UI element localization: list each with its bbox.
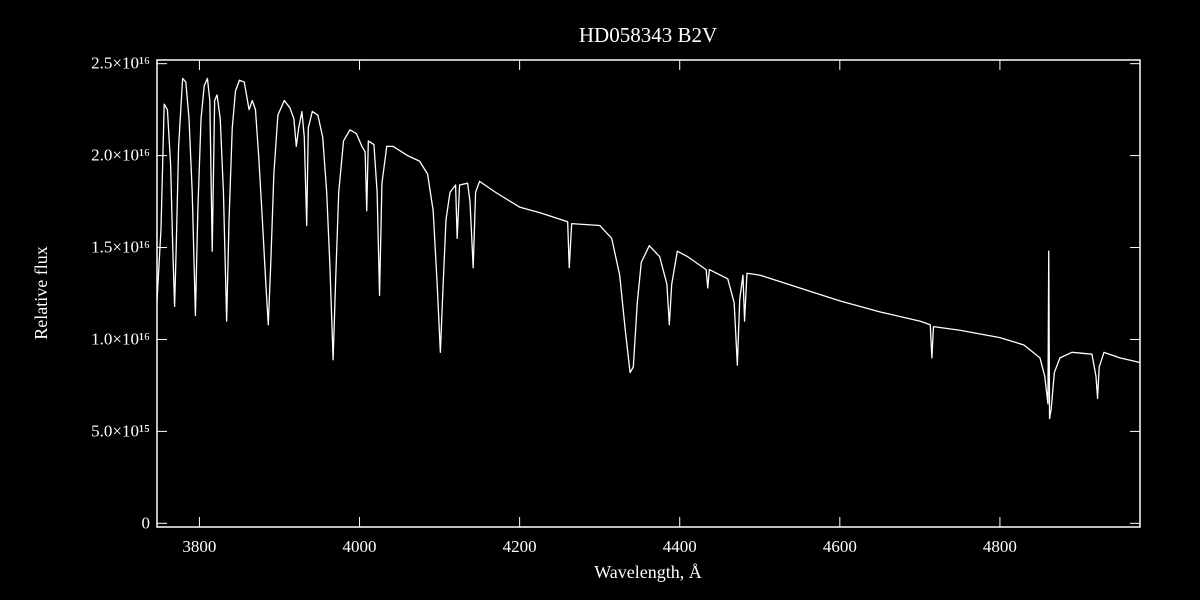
x-tick-label: 4000 xyxy=(343,537,377,556)
plot-frame xyxy=(156,59,1141,528)
y-tick-label: 1.5×10¹⁶ xyxy=(91,238,150,257)
chart-title: HD058343 B2V xyxy=(579,23,717,47)
x-tick-label: 4600 xyxy=(823,537,857,556)
x-tick-label: 4200 xyxy=(503,537,537,556)
x-tick-label: 3800 xyxy=(182,537,216,556)
x-tick-label: 4800 xyxy=(983,537,1017,556)
y-tick-label: 2.5×10¹⁶ xyxy=(91,54,150,73)
y-tick-label: 2.0×10¹⁶ xyxy=(91,146,150,165)
spectrum-line xyxy=(156,77,1141,420)
x-axis-label: Wavelength, Å xyxy=(594,562,702,582)
y-tick-label: 1.0×10¹⁶ xyxy=(91,329,150,348)
y-axis-label: Relative flux xyxy=(31,246,51,339)
y-tick-label: 5.0×10¹⁵ xyxy=(91,421,150,440)
y-tick-label: 0 xyxy=(142,513,151,532)
x-tick-label: 4400 xyxy=(663,537,697,556)
